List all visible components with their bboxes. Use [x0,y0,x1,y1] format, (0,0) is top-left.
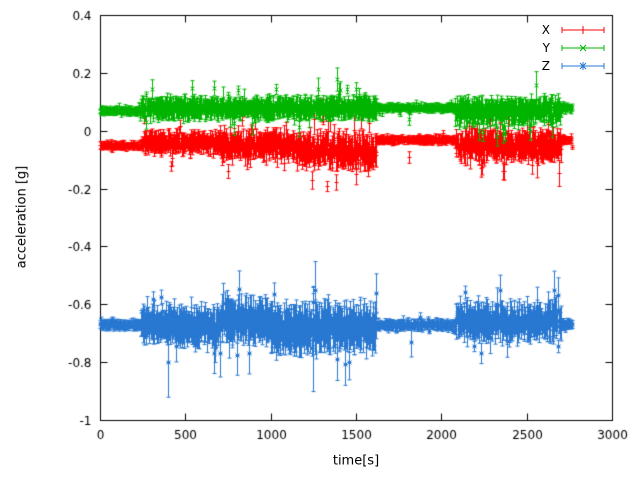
y-axis-label: acceleration [g] [14,165,30,269]
legend-label-z: Z [541,59,550,73]
legend-entry-z: Z [542,57,606,75]
legend-label-y: Y [542,41,550,55]
legend: X Y Z [542,21,606,75]
legend-label-x: X [541,23,550,37]
legend-entry-x: X [542,21,606,39]
legend-plus-marker-icon [561,26,605,34]
legend-entry-y: Y [542,39,606,57]
legend-cross-marker-icon [561,44,605,52]
legend-star-marker-icon [561,62,605,70]
x-axis-label: time[s] [332,453,380,469]
